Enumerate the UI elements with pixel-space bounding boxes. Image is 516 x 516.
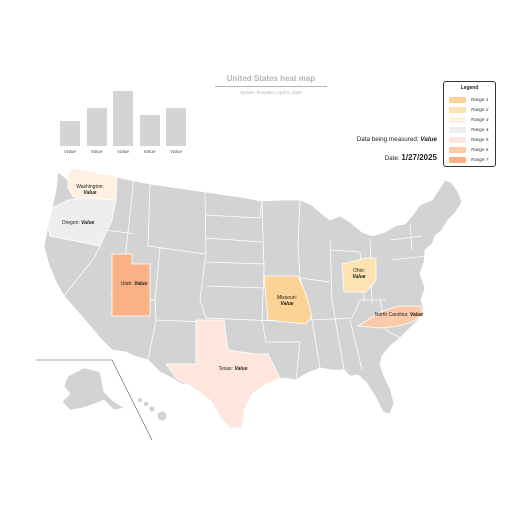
label-missouri-value: Value: [280, 301, 294, 307]
label-texas: Texas: Value: [219, 366, 248, 372]
legend-swatch: [449, 156, 466, 163]
bar-3: [113, 91, 133, 146]
bar-label-1: Value: [63, 150, 77, 155]
label-washington-value: Value: [83, 190, 97, 196]
legend-swatch: [449, 96, 466, 103]
label-missouri-name: Missouri:: [276, 295, 298, 301]
date-label: Date:: [384, 155, 400, 162]
state-missouri[interactable]: [263, 275, 313, 325]
state-utah[interactable]: [111, 253, 151, 317]
legend-item-2: Range 2: [449, 106, 488, 113]
hawaii-islands: [138, 398, 167, 421]
legend-swatch: [449, 146, 466, 153]
label-utah-value: Value: [134, 281, 148, 287]
label-north-carolina-value: Value: [409, 312, 424, 318]
label-oregon: Oregon: Value: [62, 220, 95, 226]
legend-swatch: [449, 116, 466, 123]
label-washington-name: Washington:: [76, 184, 104, 190]
state-texas[interactable]: [165, 319, 281, 429]
bar-5: [166, 108, 186, 146]
bar-label-4: Value: [143, 150, 156, 155]
legend-label: Range 5: [471, 137, 489, 142]
legend-item-6: Range 6: [449, 146, 488, 153]
legend-item-3: Range 3: [449, 116, 488, 123]
label-utah: Utah: Value: [121, 281, 148, 287]
legend-label: Range 3: [471, 117, 489, 122]
legend-label: Range 4: [471, 127, 489, 132]
legend-title: Legend: [460, 85, 479, 91]
label-north-carolina-name: North Carolina:: [374, 312, 409, 318]
state-ohio[interactable]: [341, 257, 377, 293]
legend-label: Range 7: [471, 157, 489, 162]
legend-item-1: Range 1: [449, 96, 488, 103]
data-measured: Data being measured: Value: [300, 136, 437, 143]
bar-label-2: Value: [90, 150, 103, 155]
bar-1: [60, 120, 80, 146]
inset-frame: [36, 359, 153, 441]
state-oregon[interactable]: [47, 197, 117, 247]
label-utah-name: Utah:: [120, 281, 133, 287]
label-ohio-name: Ohio:: [353, 268, 365, 274]
bar-4: [139, 114, 160, 146]
label-missouri: Missouri: Value: [277, 295, 297, 307]
date-value: 1/27/2025: [401, 153, 437, 162]
legend-swatch: [449, 136, 466, 143]
title-divider: [215, 86, 327, 87]
legend-label: Range 6: [471, 147, 489, 152]
bar-label-5: Value: [169, 150, 183, 155]
label-north-carolina: North Carolina: Value: [375, 312, 423, 318]
legend-label: Range 1: [471, 97, 489, 102]
label-ohio-value: Value: [352, 274, 366, 280]
label-texas-name: Texas:: [218, 366, 233, 372]
bar-2: [86, 107, 107, 146]
label-oregon-value: Value: [81, 220, 95, 226]
map-title-block: United States heat map System Template |…: [215, 74, 327, 96]
alaska-shape: [61, 367, 125, 411]
legend-item-5: Range 5: [449, 136, 488, 143]
legend: Legend Range 1 Range 2 Range 3 Range 4 Range…: [443, 81, 496, 167]
legend-swatch: [449, 106, 466, 113]
label-ohio: Ohio: Value: [352, 268, 365, 280]
date-display: Date: 1/27/2025: [300, 153, 437, 162]
legend-label: Range 2: [471, 107, 489, 112]
legend-item-4: Range 4: [449, 126, 488, 133]
state-north-carolina[interactable]: [356, 305, 425, 329]
bar-label-3: Value: [116, 150, 130, 155]
legend-item-7: Range 7: [449, 156, 488, 163]
label-texas-value: Value: [234, 366, 248, 372]
label-oregon-name: Oregon:: [61, 220, 80, 226]
page-subtitle: System Template | April 5, 2025: [240, 90, 302, 95]
label-washington: Washington: Value: [76, 184, 104, 196]
page-title: United States heat map: [226, 74, 316, 83]
mini-bar-chart: Value Value Value Value Value: [56, 86, 186, 162]
data-measured-label: Data being measured:: [356, 136, 419, 143]
legend-swatch: [449, 126, 466, 133]
data-measured-value: Value: [420, 136, 437, 143]
